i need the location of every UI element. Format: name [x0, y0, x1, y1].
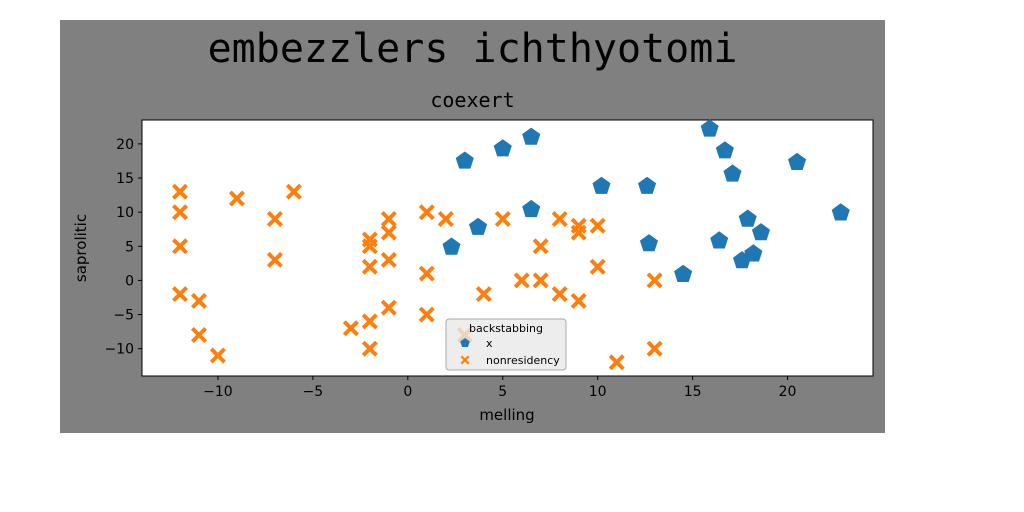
legend-marker	[460, 355, 470, 365]
y-tick-label: 0	[125, 273, 134, 289]
x-tick-label: 0	[403, 384, 412, 400]
legend-entries: x nonresidency	[460, 337, 560, 367]
scatter-plot: −10 −5 0 5 10 15 20 −10 −5 0 5 10 15 20 melling sapr…	[72, 119, 874, 424]
x-point	[513, 272, 530, 289]
pentagon-point	[592, 176, 611, 194]
y-tick-label: 5	[125, 239, 134, 255]
x-point	[418, 265, 435, 282]
legend-label: x	[486, 337, 493, 350]
x-point	[380, 251, 397, 268]
y-axis-ticks: −10 −5 0 5 10 15 20	[104, 137, 142, 358]
data-points	[172, 119, 850, 371]
x-point	[361, 258, 378, 275]
pentagon-point	[522, 127, 541, 145]
x-point	[437, 211, 454, 227]
figure: embezzlers ichthyotomi coexert −10 −5 0 5 10…	[60, 20, 885, 433]
y-axis-label: saprolitic	[72, 214, 90, 282]
y-tick-label: 15	[116, 171, 134, 187]
x-point	[380, 211, 397, 227]
legend-title: backstabbing	[469, 322, 543, 335]
pentagon-point	[723, 164, 742, 182]
x-point	[551, 286, 568, 303]
x-point	[172, 238, 188, 255]
pentagon-point	[638, 176, 657, 194]
x-point	[494, 211, 511, 227]
x-tick-label: −10	[203, 384, 233, 400]
legend-marker	[460, 338, 470, 347]
pentagon-point	[493, 139, 512, 157]
x-point	[570, 292, 587, 309]
x-point	[266, 251, 283, 268]
x-point	[475, 286, 492, 303]
x-point	[532, 272, 549, 289]
pentagon-point	[674, 264, 693, 282]
y-tick-label: −10	[104, 342, 134, 358]
x-point	[266, 211, 283, 227]
x-tick-label: 5	[498, 384, 507, 400]
chart-title: coexert	[430, 88, 515, 112]
x-point	[589, 258, 606, 275]
x-point	[646, 340, 663, 357]
pentagon-point	[831, 203, 850, 221]
x-point	[589, 217, 606, 234]
pentagon-point	[738, 209, 757, 227]
pentagon-point	[469, 217, 488, 235]
y-tick-label: −5	[113, 308, 134, 324]
x-point	[608, 354, 625, 371]
x-point	[209, 347, 226, 364]
x-point	[418, 204, 435, 221]
x-axis-ticks: −10 −5 0 5 10 15 20	[203, 376, 796, 400]
x-point	[191, 292, 207, 309]
x-tick-label: −5	[303, 384, 324, 400]
x-point	[172, 204, 188, 221]
pentagon-point	[710, 231, 729, 249]
y-tick-label: 10	[116, 205, 134, 221]
x-point	[172, 183, 188, 200]
x-point	[418, 306, 435, 323]
legend-label: nonresidency	[486, 354, 560, 367]
y-tick-label: 20	[116, 137, 134, 153]
pentagon-point	[751, 223, 770, 241]
x-point	[532, 238, 549, 255]
pentagon-point	[442, 237, 461, 255]
x-point	[191, 327, 207, 343]
legend-box	[445, 318, 567, 371]
x-point	[570, 224, 587, 241]
x-tick-label: 15	[684, 384, 702, 400]
x-point	[285, 183, 302, 200]
pentagon-point	[522, 199, 541, 218]
x-point	[228, 190, 245, 207]
pentagon-point	[744, 244, 763, 262]
pentagon-point	[700, 119, 719, 137]
x-tick-label: 20	[779, 384, 797, 400]
x-point	[551, 211, 568, 227]
x-point	[361, 340, 378, 357]
pentagon-point	[715, 141, 734, 159]
pentagon-point	[455, 151, 474, 169]
legend: backstabbing x nonresidency	[445, 318, 567, 371]
x-point	[380, 299, 397, 316]
chart-suptitle: embezzlers ichthyotomi	[207, 26, 738, 72]
x-point	[646, 272, 663, 289]
x-point	[380, 224, 397, 241]
x-tick-label: 10	[589, 384, 607, 400]
pentagon-point	[639, 234, 658, 252]
x-point	[342, 320, 359, 337]
x-point	[361, 238, 378, 255]
x-point	[172, 286, 188, 303]
x-point	[361, 313, 378, 330]
x-axis-label: melling	[479, 406, 534, 424]
pentagon-point	[788, 152, 807, 170]
